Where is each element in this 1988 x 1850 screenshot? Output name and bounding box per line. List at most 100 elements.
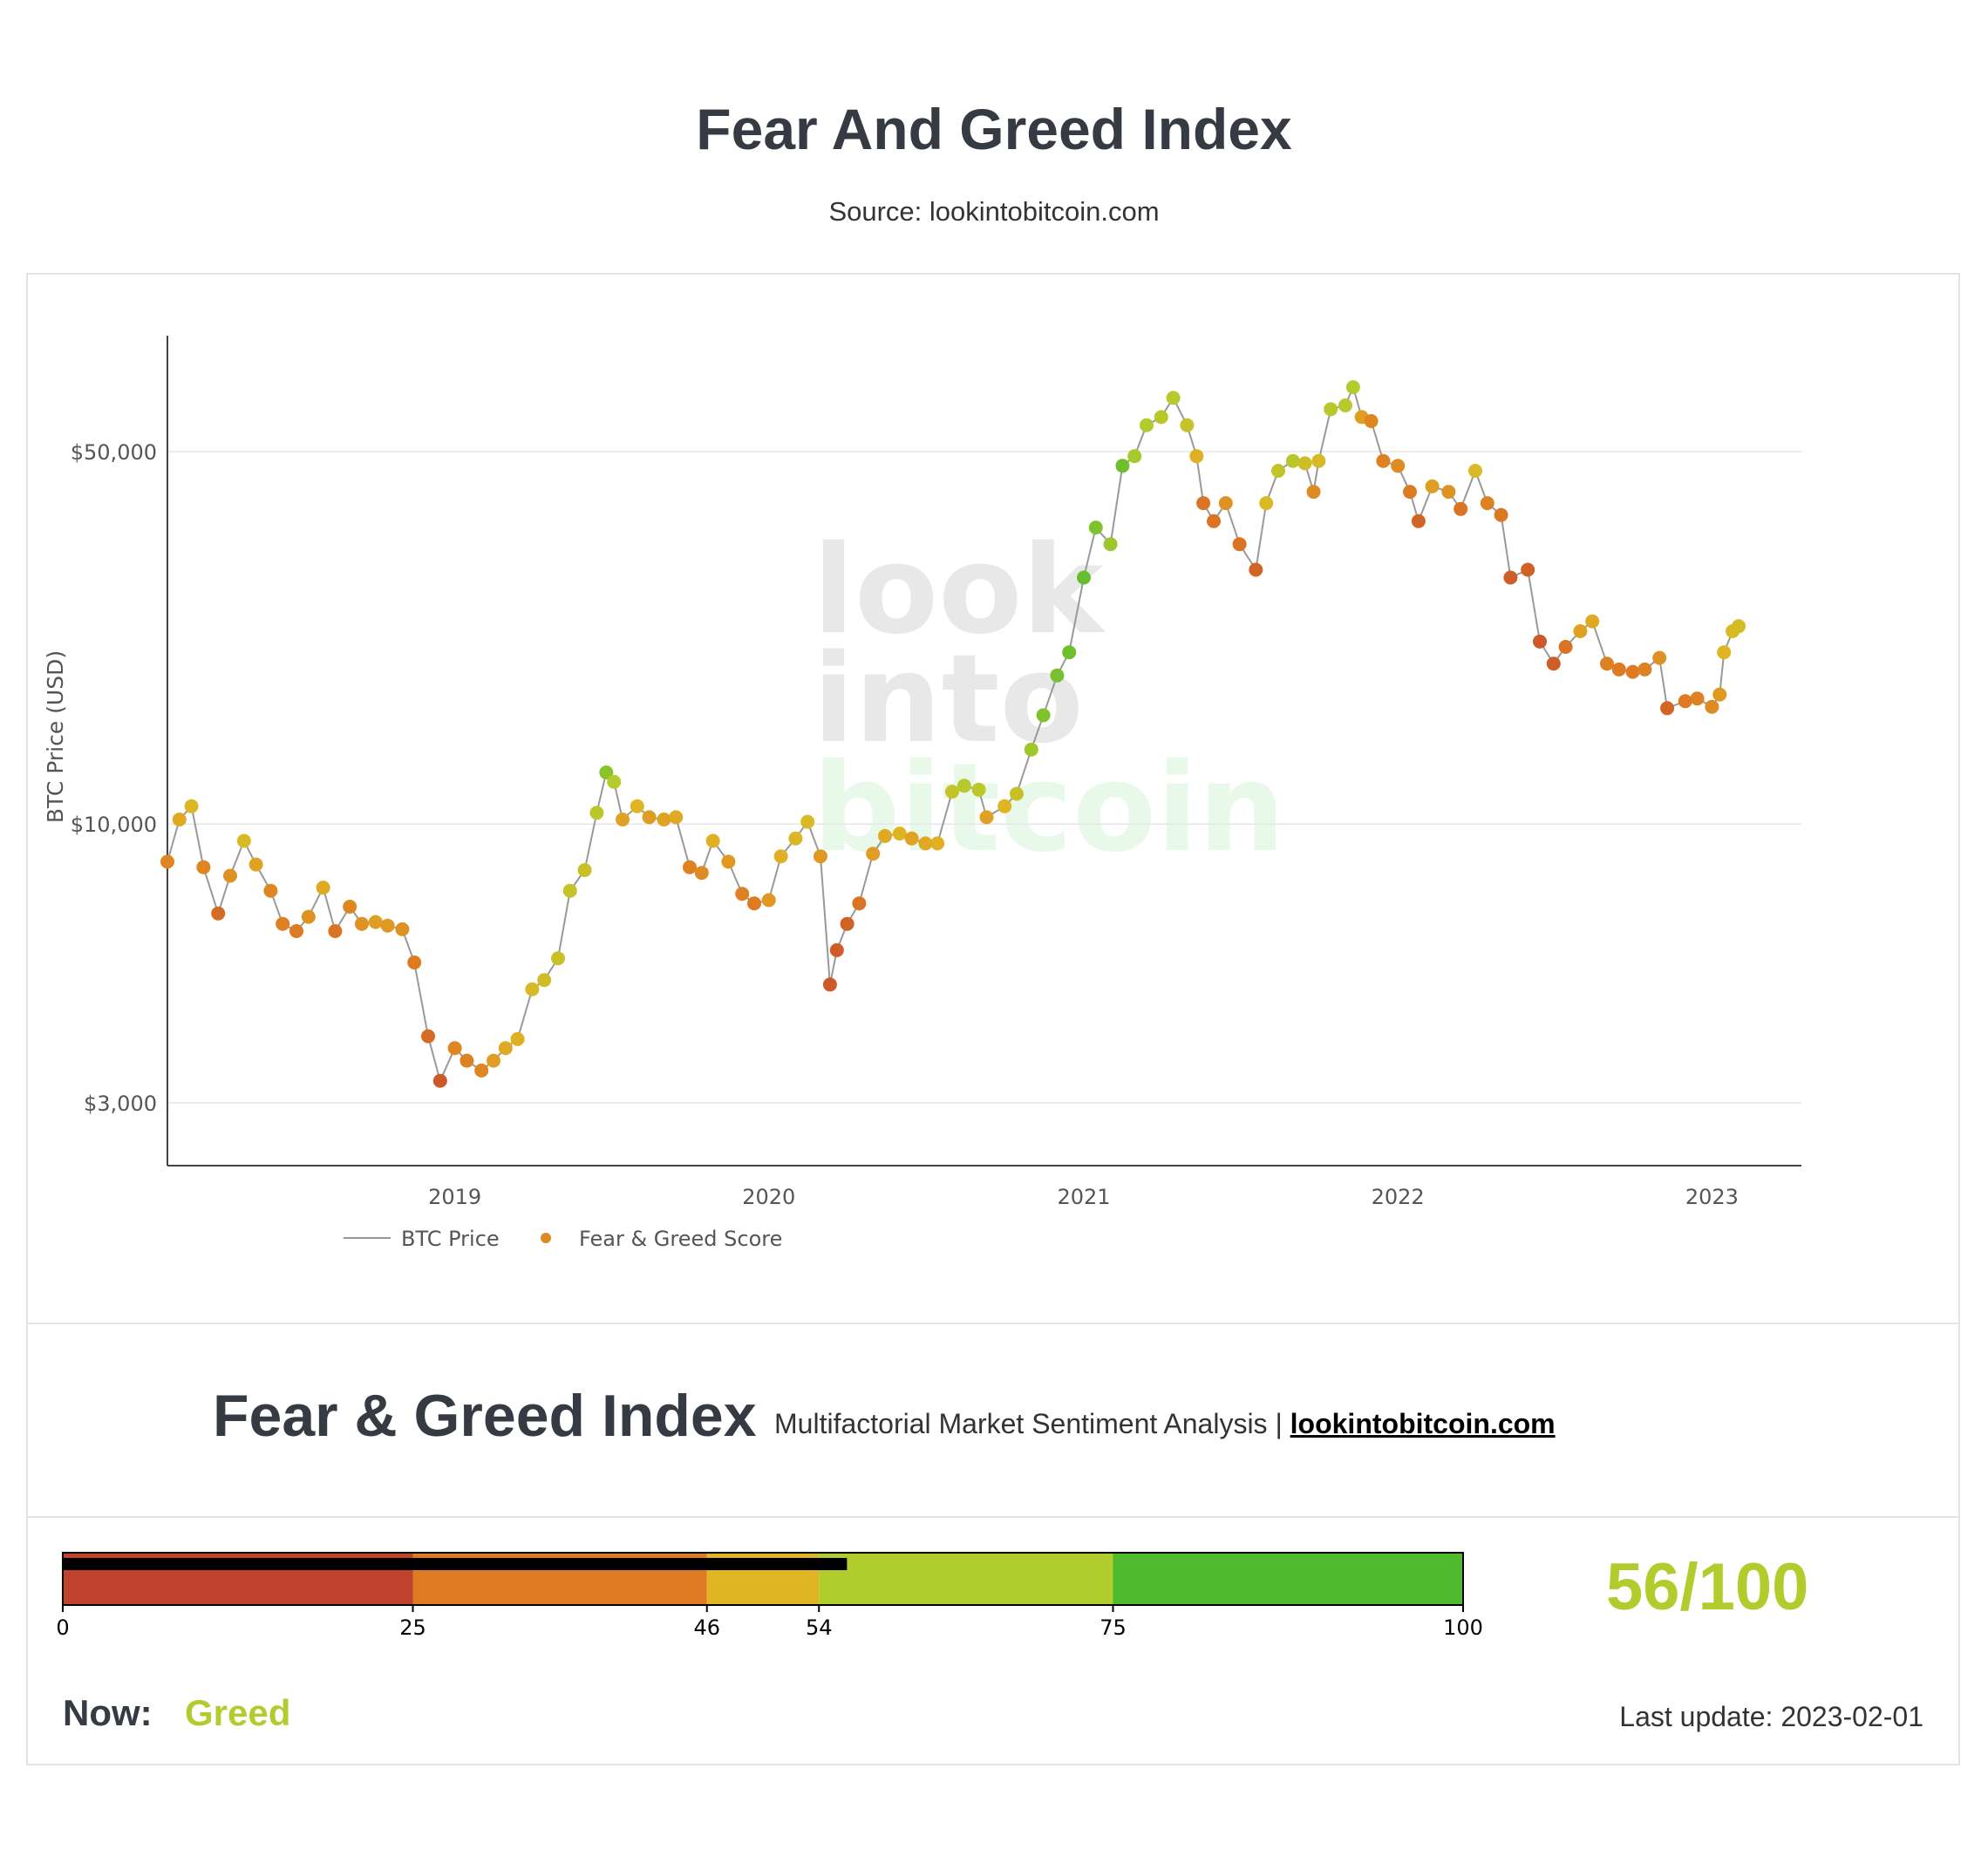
fear-greed-point[interactable] (1140, 418, 1154, 432)
fear-greed-point[interactable] (537, 973, 552, 988)
fear-greed-point[interactable] (1036, 708, 1051, 723)
fear-greed-point[interactable] (1180, 418, 1195, 432)
fear-greed-point[interactable] (1062, 645, 1077, 660)
fear-greed-point[interactable] (788, 831, 803, 846)
fear-greed-point[interactable] (852, 896, 867, 911)
fear-greed-point[interactable] (1218, 496, 1233, 511)
fear-greed-point[interactable] (1077, 570, 1091, 585)
fear-greed-point[interactable] (642, 810, 657, 825)
fear-greed-point[interactable] (892, 826, 907, 841)
fear-greed-point[interactable] (1468, 464, 1482, 478)
fear-greed-point[interactable] (630, 799, 644, 813)
fear-greed-point[interactable] (407, 956, 422, 969)
fear-greed-point[interactable] (1411, 514, 1426, 528)
fear-greed-point[interactable] (773, 849, 788, 864)
fear-greed-point[interactable] (705, 833, 720, 848)
fear-greed-point[interactable] (395, 922, 410, 936)
fear-greed-point[interactable] (1717, 645, 1732, 660)
fear-greed-point[interactable] (1189, 449, 1204, 464)
fear-greed-point[interactable] (761, 893, 776, 908)
fear-greed-point[interactable] (1494, 507, 1508, 522)
fear-greed-point[interactable] (1546, 656, 1561, 671)
fear-greed-point[interactable] (1611, 662, 1626, 677)
fear-greed-point[interactable] (1454, 501, 1468, 516)
fear-greed-point[interactable] (510, 1031, 525, 1046)
fear-greed-point[interactable] (589, 806, 604, 820)
fear-greed-point[interactable] (460, 1053, 474, 1068)
fear-greed-point[interactable] (683, 860, 697, 874)
fear-greed-point[interactable] (1249, 562, 1263, 577)
fear-greed-point[interactable] (1324, 402, 1338, 417)
fear-greed-point[interactable] (498, 1041, 513, 1056)
fear-greed-point[interactable] (904, 831, 919, 846)
fear-greed-point[interactable] (1166, 391, 1181, 405)
fear-greed-point[interactable] (551, 951, 565, 966)
fear-greed-point[interactable] (1207, 514, 1221, 528)
fear-greed-point[interactable] (432, 1073, 447, 1088)
fear-greed-point[interactable] (223, 868, 237, 883)
fear-greed-point[interactable] (1712, 687, 1727, 702)
fear-greed-point[interactable] (328, 924, 343, 938)
fear-greed-point[interactable] (829, 942, 844, 957)
fear-greed-point[interactable] (1503, 570, 1518, 585)
fear-greed-point[interactable] (1297, 456, 1312, 471)
fear-greed-point[interactable] (694, 866, 709, 881)
fear-greed-point[interactable] (1391, 459, 1406, 473)
fear-greed-point[interactable] (276, 916, 290, 931)
fear-greed-point[interactable] (1271, 464, 1285, 478)
fear-greed-point[interactable] (1154, 410, 1168, 425)
legend-btc-price[interactable]: BTC Price (401, 1227, 500, 1251)
fear-greed-point[interactable] (930, 836, 945, 851)
fear-greed-point[interactable] (1678, 694, 1692, 709)
fear-greed-point[interactable] (1127, 449, 1142, 464)
fear-greed-point[interactable] (1573, 624, 1588, 638)
fear-greed-point[interactable] (971, 782, 986, 797)
fear-greed-point[interactable] (1311, 453, 1326, 468)
price-chart[interactable]: look into bitcoin $50,000 $10,000 $3,000 2… (28, 275, 1958, 1323)
fear-greed-point[interactable] (721, 854, 736, 869)
fear-greed-point[interactable] (1652, 650, 1667, 665)
fear-greed-point[interactable] (1585, 614, 1600, 629)
fear-greed-point[interactable] (822, 977, 837, 992)
fear-greed-point[interactable] (878, 828, 892, 843)
fear-greed-point[interactable] (599, 765, 614, 779)
fear-greed-point[interactable] (669, 810, 684, 825)
fear-greed-point[interactable] (263, 883, 278, 898)
fear-greed-point[interactable] (525, 982, 540, 996)
fear-greed-point[interactable] (301, 909, 316, 924)
fear-greed-point[interactable] (747, 896, 761, 911)
fear-greed-point[interactable] (1306, 485, 1321, 500)
fear-greed-point[interactable] (735, 887, 750, 901)
fear-greed-point[interactable] (1441, 485, 1456, 500)
fear-greed-point[interactable] (616, 813, 630, 826)
fear-greed-point[interactable] (1024, 742, 1038, 757)
fear-greed-point[interactable] (355, 916, 369, 931)
fear-greed-point[interactable] (1480, 496, 1494, 511)
fear-greed-point[interactable] (487, 1053, 500, 1068)
fear-greed-point[interactable] (814, 849, 827, 864)
fear-greed-point[interactable] (211, 906, 226, 921)
fear-greed-point[interactable] (945, 785, 959, 799)
fear-greed-point[interactable] (1088, 520, 1103, 535)
fear-greed-point[interactable] (1403, 485, 1417, 500)
fear-greed-point[interactable] (1232, 537, 1247, 552)
fear-greed-point[interactable] (184, 799, 199, 813)
fear-greed-point[interactable] (1364, 414, 1379, 428)
fear-greed-point[interactable] (577, 863, 592, 877)
fear-greed-point[interactable] (236, 833, 251, 848)
fear-greed-point[interactable] (1196, 496, 1211, 511)
fear-greed-point[interactable] (1690, 691, 1705, 706)
fear-greed-point[interactable] (840, 916, 854, 931)
fear-greed-point[interactable] (1660, 701, 1675, 716)
fear-greed-point[interactable] (380, 918, 395, 933)
fear-greed-point[interactable] (1050, 668, 1065, 683)
fear-greed-point[interactable] (1115, 459, 1130, 473)
fear-greed-point[interactable] (607, 774, 622, 789)
fear-greed-point[interactable] (800, 814, 815, 829)
fear-greed-point[interactable] (979, 810, 994, 825)
fear-greed-point[interactable] (289, 924, 303, 938)
fear-greed-point[interactable] (1637, 662, 1652, 677)
fear-greed-point[interactable] (918, 836, 933, 851)
fear-greed-point[interactable] (474, 1063, 489, 1078)
fear-greed-point[interactable] (172, 813, 187, 826)
